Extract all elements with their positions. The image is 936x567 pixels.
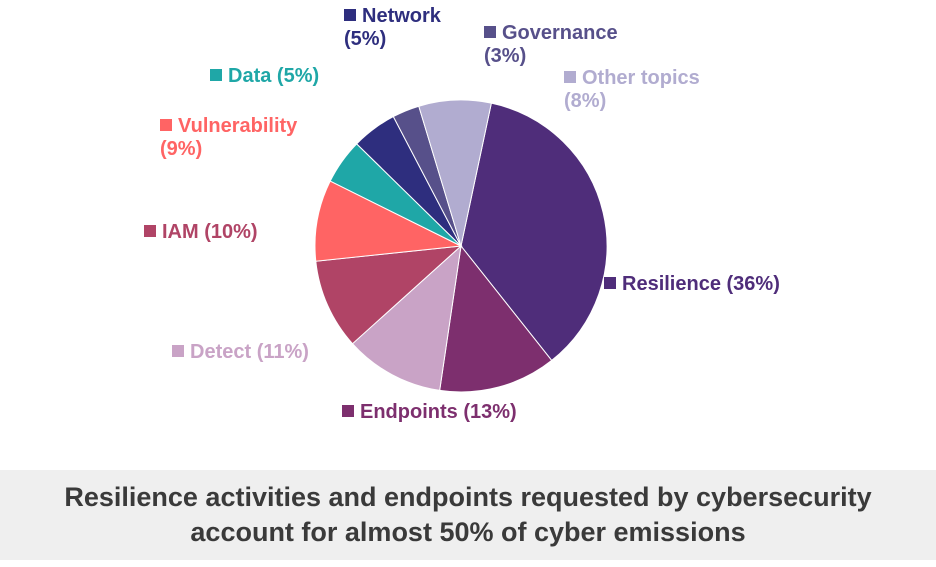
pie-label-iam: IAM (10%) bbox=[144, 221, 258, 243]
legend-swatch bbox=[564, 71, 576, 83]
pie-slice-endpoints bbox=[439, 244, 553, 393]
pie-slice-vulnerability bbox=[314, 180, 463, 262]
pie-label-text: IAM (10%) bbox=[162, 221, 258, 243]
pie-slice-detect bbox=[351, 244, 462, 391]
pie-label-detect: Detect (11%) bbox=[172, 341, 309, 363]
pie-slices bbox=[314, 99, 608, 393]
pie-label-text: Detect (11%) bbox=[190, 341, 309, 363]
pie-label-text: Vulnerability bbox=[178, 115, 298, 137]
caption-bar: Resilience activities and endpoints requ… bbox=[0, 470, 936, 560]
pie-slice-resilience bbox=[460, 102, 608, 362]
legend-swatch bbox=[344, 9, 356, 21]
pie-slice-iam bbox=[315, 245, 463, 345]
pie-label-vulnerability: Vulnerability(9%) bbox=[160, 115, 298, 160]
pie-label-text: Other topics bbox=[582, 67, 700, 89]
legend-swatch bbox=[210, 69, 222, 81]
pie-label-percent: (8%) bbox=[564, 90, 606, 112]
pie-label-resilience: Resilience (36%) bbox=[604, 273, 780, 295]
pie-slice-other-topics bbox=[418, 99, 492, 247]
pie-label-text: Endpoints (13%) bbox=[360, 401, 517, 423]
pie-label-other-topics: Other topics(8%) bbox=[564, 67, 700, 112]
legend-swatch bbox=[484, 26, 496, 38]
legend-swatch bbox=[172, 345, 184, 357]
pie-label-data: Data (5%) bbox=[210, 65, 319, 87]
pie-label-endpoints: Endpoints (13%) bbox=[342, 401, 517, 423]
pie-labels: Resilience (36%) Endpoints (13%) Detect (1… bbox=[144, 5, 780, 423]
pie-label-governance: Governance(3%) bbox=[484, 22, 618, 67]
pie-label-text: Data (5%) bbox=[228, 65, 319, 87]
legend-swatch bbox=[342, 405, 354, 417]
pie-label-percent: (5%) bbox=[344, 28, 386, 50]
legend-swatch bbox=[604, 277, 616, 289]
pie-label-network: Network(5%) bbox=[344, 5, 442, 50]
legend-swatch bbox=[144, 225, 156, 237]
pie-label-percent: (3%) bbox=[484, 45, 526, 67]
caption-text: Resilience activities and endpoints requ… bbox=[64, 482, 872, 547]
pie-chart: Resilience (36%) Endpoints (13%) Detect (1… bbox=[144, 5, 780, 423]
pie-label-text: Network bbox=[362, 5, 442, 27]
legend-swatch bbox=[160, 119, 172, 131]
pie-label-text: Governance bbox=[502, 22, 618, 44]
pie-label-percent: (9%) bbox=[160, 138, 202, 160]
pie-label-text: Resilience (36%) bbox=[622, 273, 780, 295]
